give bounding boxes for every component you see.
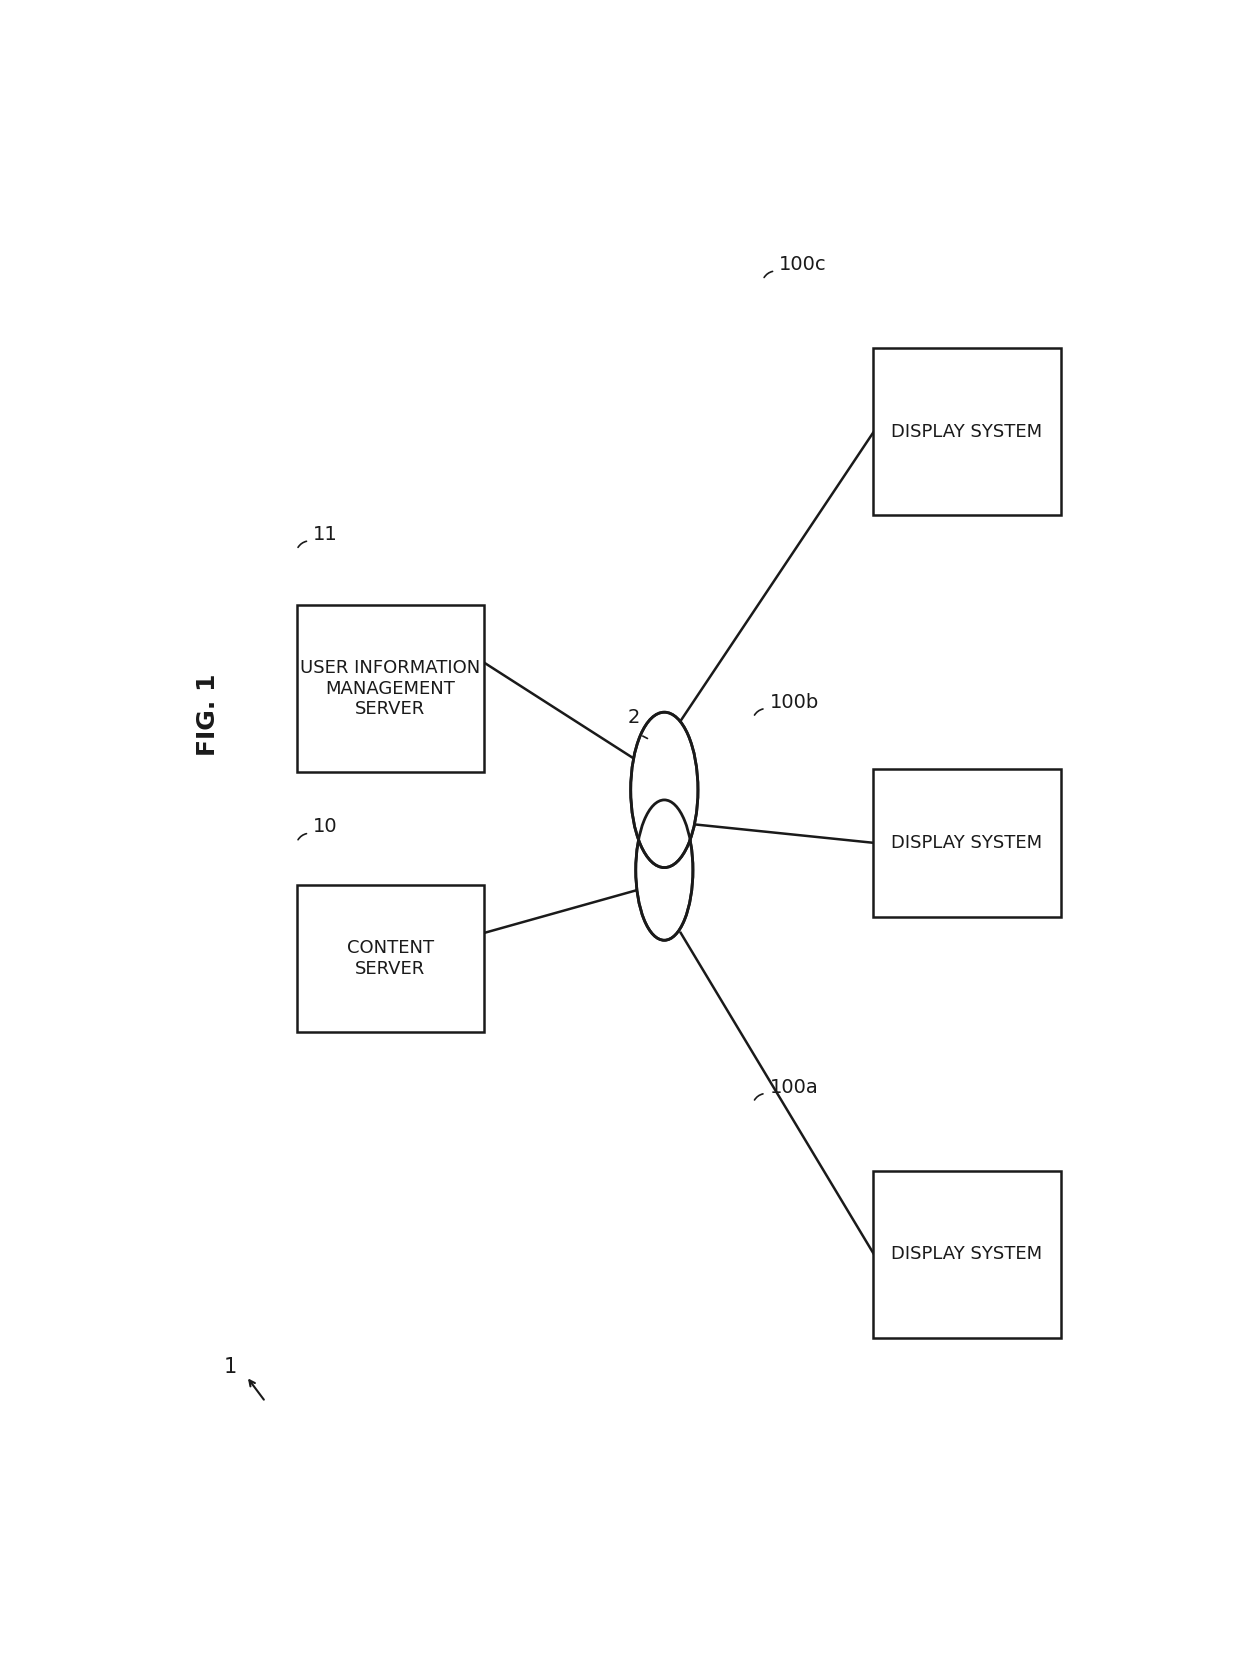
Text: 2: 2 (627, 708, 640, 728)
Text: 10: 10 (312, 818, 337, 836)
FancyBboxPatch shape (873, 769, 1060, 916)
Text: DISPLAY SYSTEM: DISPLAY SYSTEM (892, 422, 1043, 441)
Ellipse shape (636, 799, 693, 940)
Text: USER INFORMATION
MANAGEMENT
SERVER: USER INFORMATION MANAGEMENT SERVER (300, 659, 481, 718)
Text: 100c: 100c (779, 255, 827, 274)
Text: 11: 11 (312, 526, 337, 544)
FancyBboxPatch shape (296, 606, 484, 773)
Ellipse shape (631, 713, 698, 868)
Text: DISPLAY SYSTEM: DISPLAY SYSTEM (892, 834, 1043, 851)
FancyBboxPatch shape (296, 885, 484, 1033)
Text: DISPLAY SYSTEM: DISPLAY SYSTEM (892, 1245, 1043, 1263)
Text: 100b: 100b (770, 693, 818, 711)
Text: 1: 1 (223, 1357, 237, 1377)
Text: FIG. 1: FIG. 1 (196, 673, 219, 756)
FancyBboxPatch shape (873, 349, 1060, 516)
Text: CONTENT
SERVER: CONTENT SERVER (347, 940, 434, 978)
Text: 100a: 100a (770, 1078, 818, 1097)
FancyBboxPatch shape (873, 1170, 1060, 1337)
